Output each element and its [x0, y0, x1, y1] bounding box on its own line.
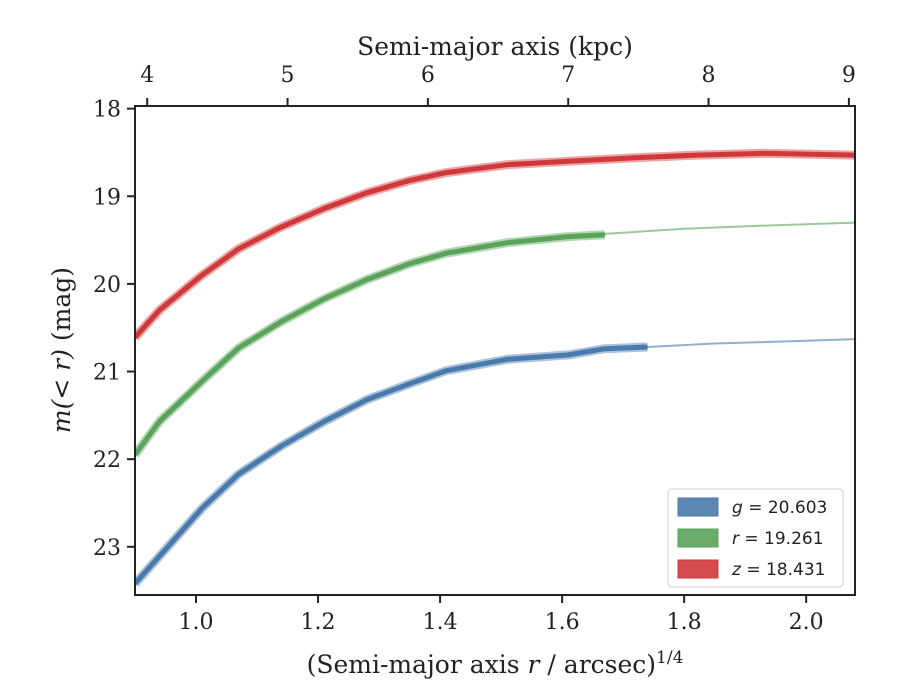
y-tick-label: 22 [93, 448, 121, 473]
legend-swatch-g [677, 497, 719, 517]
series-g-point [567, 354, 569, 356]
series-r-point [445, 252, 447, 254]
top-x-axis-title: Semi-major axis (kpc) [357, 32, 633, 61]
series-g-point [366, 399, 368, 401]
y-tick-label: 18 [93, 98, 121, 123]
series-z-point [506, 164, 508, 166]
legend-label-var: r [732, 529, 744, 549]
series-g-point [506, 358, 508, 360]
top-x-tick-label: 5 [281, 63, 295, 88]
x-tick-label: 1.6 [545, 610, 580, 635]
legend-label-value: = 18.431 [746, 560, 825, 580]
series-r-point [366, 278, 368, 281]
series-g-point [646, 346, 649, 348]
x-tick-label: 2.0 [789, 610, 824, 635]
legend-label-value: = 20.603 [748, 498, 827, 518]
series-g-point [238, 473, 240, 475]
plot-frame [134, 105, 856, 596]
series-g-point [164, 548, 167, 551]
legend-label-value: = 19.261 [744, 529, 823, 549]
top-x-tick-label: 7 [561, 63, 575, 88]
legend-label-var: z [731, 560, 746, 580]
series-z-point [201, 274, 203, 276]
x-axis-title-var: r [528, 650, 542, 679]
series-z-point [238, 248, 240, 250]
series-r-point [506, 242, 508, 244]
legend-swatch-z [677, 559, 719, 579]
y-axis-title-unit: (mag) [47, 267, 76, 349]
y-tick-label: 23 [93, 536, 121, 561]
top-x-tick-label: 8 [702, 63, 716, 88]
y-axis-title-var: m(< r) [47, 349, 76, 433]
series-g-point [445, 370, 447, 372]
series-g-point [409, 383, 411, 385]
series-r-point [409, 263, 411, 265]
top-x-tick-label: 4 [140, 63, 154, 88]
y-tick-label: 20 [93, 273, 121, 298]
x-tick-label: 1.8 [667, 610, 702, 635]
x-axis-title-unit: / arcsec) [539, 650, 656, 679]
series-z-point [567, 160, 569, 162]
series-g-point [323, 420, 325, 423]
series-g-model-line [646, 338, 855, 348]
series-r-point [158, 420, 160, 423]
y-axis-title: m(< r) (mag) [47, 267, 76, 433]
top-x-tick-label: 6 [421, 63, 435, 88]
series-z-point [323, 207, 325, 210]
series-r-point [201, 380, 203, 382]
series-r-line [135, 232, 605, 457]
series-z-point [158, 309, 160, 311]
series-r-model-line [603, 221, 855, 235]
series-z-point [366, 192, 368, 194]
series-z-point [762, 152, 765, 154]
x-tick-label: 1.0 [179, 610, 214, 635]
x-axis-title: (Semi-major axis r / arcsec)1/4 [307, 648, 684, 679]
series-r-point [604, 234, 606, 236]
legend-label-g: g = 20.603 [732, 498, 827, 518]
series-z-point [280, 226, 282, 228]
legend-label-z: z = 18.431 [731, 560, 825, 580]
ticks-layer: 1.0 1.2 1.4 1.6 1.8 2.0 4 5 6 7 8 9 18 19 20 21 22 23 [93, 63, 856, 635]
top-x-tick-label: 9 [842, 63, 856, 88]
series-g-point [201, 507, 203, 509]
series-r-point [323, 298, 325, 300]
x-tick-label: 1.2 [301, 610, 336, 635]
series-g-point [604, 348, 606, 350]
series-z-point [409, 179, 411, 182]
legend-label-var: g [732, 498, 748, 518]
x-tick-label: 1.4 [423, 610, 458, 635]
legend-swatch-r [677, 528, 719, 548]
y-tick-label: 21 [93, 361, 121, 386]
series-z-point [695, 154, 698, 156]
legend-label-r: r = 19.261 [732, 529, 824, 549]
series-r-point [238, 347, 240, 349]
x-axis-title-main: (Semi-major axis [307, 650, 528, 679]
series-z-point [634, 157, 636, 159]
series-g-point [280, 445, 282, 447]
x-axis-title-exponent: 1/4 [656, 648, 683, 668]
series-r-point [567, 236, 569, 238]
lines-layer [135, 148, 855, 587]
y-tick-label: 19 [93, 185, 121, 210]
series-r-point [280, 321, 282, 323]
series-z-point [445, 172, 447, 174]
